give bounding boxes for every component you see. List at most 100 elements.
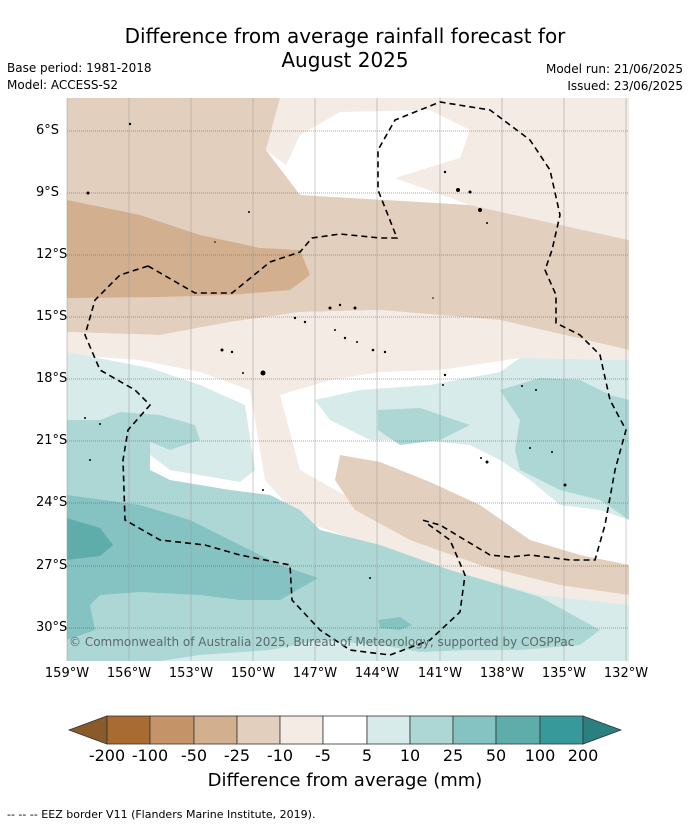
island xyxy=(99,423,101,425)
lat-label: 9°S xyxy=(36,185,60,200)
map-fill-layers xyxy=(67,98,629,661)
colorbar-bin xyxy=(495,715,541,745)
eez-borders xyxy=(84,101,627,656)
colorbar-bin xyxy=(409,715,454,745)
eez-legend: -- -- -- EEZ border V11 (Flanders Marine… xyxy=(7,808,316,821)
lat-label: 30°S xyxy=(36,620,68,635)
colorbar-label: -100 xyxy=(131,746,169,765)
colorbar-bin xyxy=(193,715,238,745)
island xyxy=(328,306,332,310)
lon-label: 144°W xyxy=(354,666,400,681)
lat-label: 21°S xyxy=(36,433,68,448)
colorbar-title: Difference from average (mm) xyxy=(207,770,483,791)
base-period: Base period: 1981-2018 xyxy=(7,61,152,75)
island xyxy=(369,577,371,579)
colorbar-bin xyxy=(366,715,411,745)
colorbar-extend-high xyxy=(582,715,623,745)
colorbar-bin xyxy=(452,715,497,745)
island xyxy=(262,489,264,491)
island xyxy=(214,241,216,243)
island xyxy=(521,385,523,387)
issued-date: Issued: 23/06/2025 xyxy=(567,79,683,93)
region-dry-25-south xyxy=(335,455,629,595)
island xyxy=(86,191,90,195)
colorbar-bin xyxy=(322,715,368,745)
island xyxy=(371,348,375,352)
island xyxy=(356,341,358,343)
island xyxy=(443,170,447,174)
island xyxy=(442,384,444,386)
colorbar-label: 25 xyxy=(442,746,464,765)
title-line-2: August 2025 xyxy=(281,48,409,72)
colorbar-bin xyxy=(279,715,324,745)
lon-label: 135°W xyxy=(541,666,587,681)
copyright-notice: © Commonwealth of Australia 2025, Bureau… xyxy=(69,635,575,649)
region-dry-10-mid xyxy=(67,310,629,605)
colorbar-label: -25 xyxy=(223,746,251,765)
island xyxy=(563,483,567,487)
region-wet-50 xyxy=(67,495,318,640)
island xyxy=(334,329,336,331)
region-dry-10-north xyxy=(266,98,629,240)
region-wet-100 xyxy=(67,518,113,560)
island xyxy=(485,460,489,464)
island xyxy=(478,208,482,212)
colorbar-label: 10 xyxy=(399,746,421,765)
island xyxy=(443,373,447,377)
island xyxy=(260,370,266,376)
island xyxy=(480,457,482,459)
island xyxy=(220,348,224,352)
colorbar-label: -10 xyxy=(266,746,294,765)
region-dry-50 xyxy=(67,200,310,298)
island xyxy=(551,451,553,453)
island xyxy=(338,303,342,307)
colorbar-extend-low xyxy=(67,715,108,745)
colorbar-label: -50 xyxy=(180,746,208,765)
island xyxy=(486,222,488,224)
lon-label: 138°W xyxy=(479,666,525,681)
island xyxy=(529,447,531,449)
region-wet-25-east xyxy=(378,408,470,445)
island xyxy=(293,316,297,320)
colorbar xyxy=(67,715,623,745)
island xyxy=(432,297,434,299)
colorbar-label: 50 xyxy=(485,746,507,765)
model-run: Model run: 21/06/2025 xyxy=(545,62,683,76)
colorbar-label: 200 xyxy=(567,746,599,765)
lon-label: 159°W xyxy=(44,666,90,681)
lon-label: 141°W xyxy=(417,666,463,681)
islands xyxy=(84,122,567,579)
lon-label: 153°W xyxy=(168,666,214,681)
lon-label: 150°W xyxy=(230,666,276,681)
region-wet-25-east2 xyxy=(500,378,629,520)
title-line-1: Difference from average rainfall forecas… xyxy=(124,24,566,48)
lat-label: 6°S xyxy=(36,123,60,138)
lat-label: 24°S xyxy=(36,495,68,510)
lat-label: 18°S xyxy=(36,371,68,386)
island xyxy=(468,190,472,194)
island xyxy=(128,122,132,126)
model-name: Model: ACCESS-S2 xyxy=(7,78,119,92)
region-wet-25-west xyxy=(67,412,600,661)
colorbar-bin xyxy=(149,715,195,745)
island xyxy=(248,211,250,213)
colorbar-label: -200 xyxy=(88,746,126,765)
graticule xyxy=(66,98,629,661)
island xyxy=(353,306,357,310)
lat-label: 15°S xyxy=(36,309,68,324)
colorbar-label: 5 xyxy=(361,746,373,765)
lon-label: 147°W xyxy=(292,666,338,681)
island xyxy=(456,188,460,192)
island xyxy=(84,417,86,419)
island xyxy=(383,350,387,354)
meta-right: Model run: 21/06/2025 Issued: 23/06/2025 xyxy=(546,61,683,95)
eez-border-north xyxy=(147,101,627,561)
meta-left: Base period: 1981-2018 Model: ACCESS-S2 xyxy=(7,60,152,94)
island xyxy=(242,372,244,374)
island xyxy=(230,350,234,354)
lat-label: 27°S xyxy=(36,558,68,573)
colorbar-bin xyxy=(236,715,281,745)
eez-border-west xyxy=(84,265,466,656)
island xyxy=(535,389,537,391)
